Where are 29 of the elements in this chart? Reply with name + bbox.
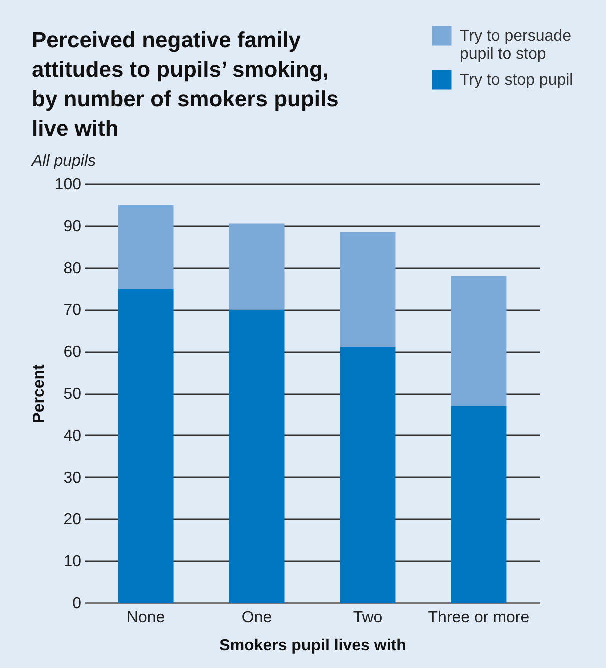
bar	[229, 310, 285, 603]
y-tick-label: 70	[64, 302, 82, 320]
legend-label: Try to stop pupil	[460, 72, 574, 89]
x-axis-title: Smokers pupil lives with	[220, 638, 406, 654]
chart-title: Perceived negative family attitudes to pupils’ smoking, by number of smokers pupils live with	[32, 28, 339, 141]
bar	[118, 204, 174, 289]
bar	[340, 232, 396, 348]
bar	[118, 288, 174, 603]
chart-subtitle: All pupils	[31, 153, 96, 170]
y-tick-label: 30	[64, 470, 82, 487]
x-tick-label: Three or more	[428, 610, 530, 626]
y-axis-title: Percent	[30, 364, 48, 424]
y-tick-label: 100	[54, 176, 82, 194]
y-tick-label: 0	[72, 596, 82, 612]
bar	[229, 224, 285, 310]
y-tick-label: 80	[64, 260, 82, 278]
x-tick-label: Two	[353, 610, 383, 626]
x-tick-label: None	[126, 610, 166, 626]
y-tick-label: 50	[64, 386, 82, 403]
legend-label: Try to persuade pupil to stop	[460, 28, 572, 63]
y-tick-label: 10	[64, 554, 82, 571]
bar	[451, 406, 507, 603]
y-tick-label: 60	[64, 344, 82, 362]
bar	[451, 276, 507, 406]
y-tick-label: 20	[64, 512, 82, 529]
bar	[340, 347, 396, 603]
x-tick-label: One	[242, 610, 272, 626]
y-tick-label: 40	[64, 428, 82, 445]
y-tick-label: 90	[64, 218, 82, 236]
